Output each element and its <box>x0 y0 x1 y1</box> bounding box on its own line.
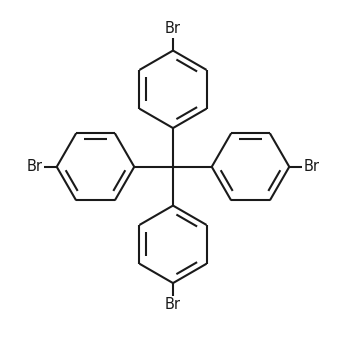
Text: Br: Br <box>165 21 181 36</box>
Text: Br: Br <box>303 159 319 174</box>
Text: Br: Br <box>27 159 43 174</box>
Text: Br: Br <box>165 297 181 312</box>
